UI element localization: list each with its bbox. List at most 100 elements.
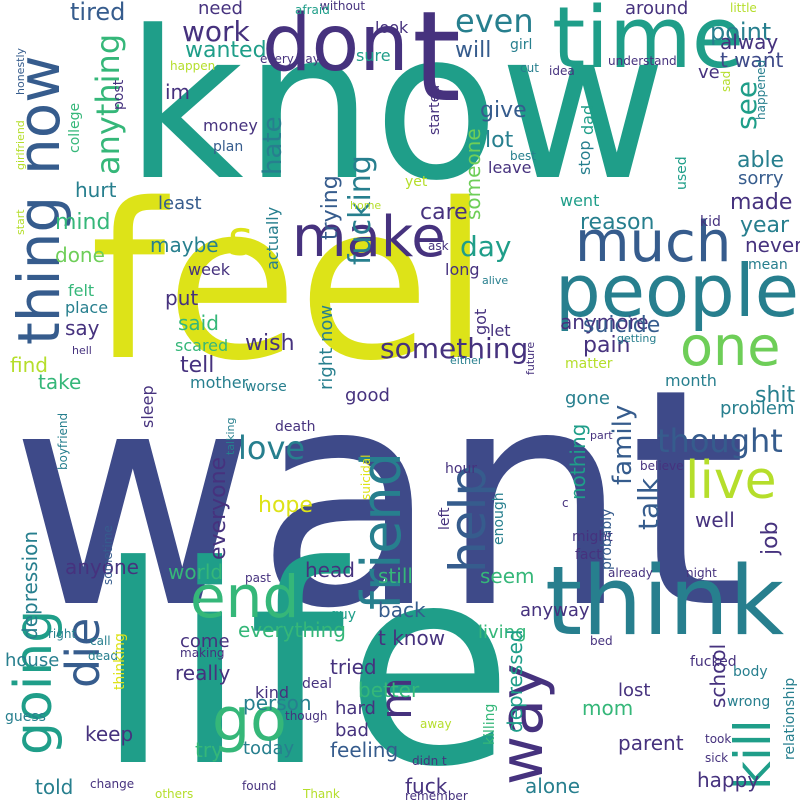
word-hope: hope — [258, 493, 313, 518]
word-idea: idea — [549, 64, 575, 78]
word-much: much — [575, 210, 732, 275]
word-let: let — [490, 321, 511, 340]
word-anyone: anyone — [65, 555, 139, 579]
word-tried: tried — [330, 655, 377, 679]
word-part: part — [590, 429, 613, 442]
word-getting: getting — [617, 332, 657, 345]
word-thought: thought — [657, 422, 783, 460]
word-matter: matter — [565, 356, 613, 372]
word-well: well — [695, 508, 735, 532]
word-find: find — [10, 353, 48, 377]
word-job: job — [758, 521, 783, 555]
word-past: past — [245, 571, 271, 585]
word-say: say — [65, 316, 100, 340]
word-around: around — [625, 0, 689, 19]
word-call: call — [90, 634, 111, 648]
word-look: look — [375, 18, 409, 37]
word-every-day: every day — [260, 52, 320, 66]
word-girl: girl — [510, 37, 533, 53]
word-tell: tell — [180, 353, 215, 378]
word-believe: believe — [640, 459, 684, 473]
word-deal: deal — [302, 676, 332, 692]
word-think: think — [545, 547, 785, 657]
word-sure: sure — [356, 46, 391, 65]
word-shit: shit — [755, 383, 796, 408]
word-alway: alway — [720, 30, 779, 54]
word-today: today — [243, 738, 295, 759]
word-wrong: wrong — [727, 694, 771, 710]
word-make: make — [292, 205, 446, 270]
word-fact: fact — [575, 547, 602, 563]
word-better: better — [358, 678, 420, 702]
word-never: never — [745, 233, 800, 257]
word-come: come — [180, 631, 230, 652]
word-sad: sad — [719, 70, 733, 92]
word-day: day — [460, 230, 512, 263]
word-give: give — [480, 98, 527, 123]
word-c: c — [562, 496, 569, 510]
word-mom: mom — [582, 696, 634, 720]
word-talking: talking — [224, 417, 237, 456]
word-person: person — [243, 691, 312, 715]
word-honestly: honestly — [14, 47, 27, 95]
word-already: already — [608, 566, 653, 580]
word-love: love — [238, 429, 306, 467]
word-anymore: anymore — [560, 310, 649, 334]
word-suicide: suicide — [583, 313, 661, 338]
word-world: world — [168, 560, 224, 584]
word-either: either — [450, 354, 483, 367]
word-hate: hate — [258, 116, 288, 175]
word-relationship: relationship — [782, 677, 798, 760]
word-don: don — [262, 0, 409, 89]
word-parent: parent — [618, 731, 684, 755]
word-mean: mean — [748, 257, 788, 273]
word-everyone: everyone — [206, 456, 231, 560]
word-happen: happen — [170, 59, 216, 73]
word-care: care — [420, 200, 468, 225]
word-everything: everything — [238, 618, 346, 642]
word-others: others — [155, 787, 194, 800]
word-understand: understand — [608, 54, 677, 68]
word-keep: keep — [85, 722, 134, 746]
word-mind: mind — [55, 210, 111, 235]
word-start: start — [14, 209, 27, 235]
word-depressed: depressed — [503, 629, 527, 733]
word-making: making — [180, 646, 225, 660]
word-something: something — [380, 332, 529, 365]
word-try: try — [195, 738, 223, 762]
word-t-know: t know — [378, 626, 446, 650]
word-cut: cut — [520, 61, 539, 75]
word-body: body — [733, 664, 768, 680]
word-money: money — [203, 116, 258, 135]
word-away: away — [420, 717, 452, 731]
word-went: went — [560, 191, 600, 210]
word-hurt: hurt — [75, 178, 117, 202]
word-found: found — [242, 779, 277, 793]
word-reason: reason — [580, 210, 655, 235]
word-seem: seem — [480, 564, 535, 588]
word-live: live — [685, 451, 777, 511]
word-told: told — [35, 775, 74, 799]
word-said: said — [178, 311, 219, 335]
word-lost: lost — [618, 680, 651, 701]
word-kind: kind — [255, 683, 290, 702]
word-able: able — [737, 148, 785, 173]
word-depression: depression — [18, 530, 42, 640]
word-right-now: right now — [316, 304, 337, 390]
word-wish: wish — [245, 331, 295, 356]
word-leave: leave — [488, 158, 532, 177]
word-little: little — [730, 1, 757, 15]
word-ask: ask — [428, 239, 449, 253]
word-sick: sick — [705, 751, 729, 765]
word-people: people — [555, 249, 800, 333]
word-though: though — [285, 709, 328, 723]
word-bed: bed — [590, 634, 613, 648]
word-post: post — [111, 79, 127, 110]
word-month: month — [665, 371, 717, 390]
word-hell: hell — [72, 344, 92, 357]
word-afraid: afraid — [295, 3, 330, 17]
word-fucked: fucked — [690, 654, 737, 670]
word-thank: Thank — [303, 787, 340, 800]
word-pain: pain — [583, 333, 631, 358]
word-boyfriend: boyfriend — [56, 412, 70, 470]
